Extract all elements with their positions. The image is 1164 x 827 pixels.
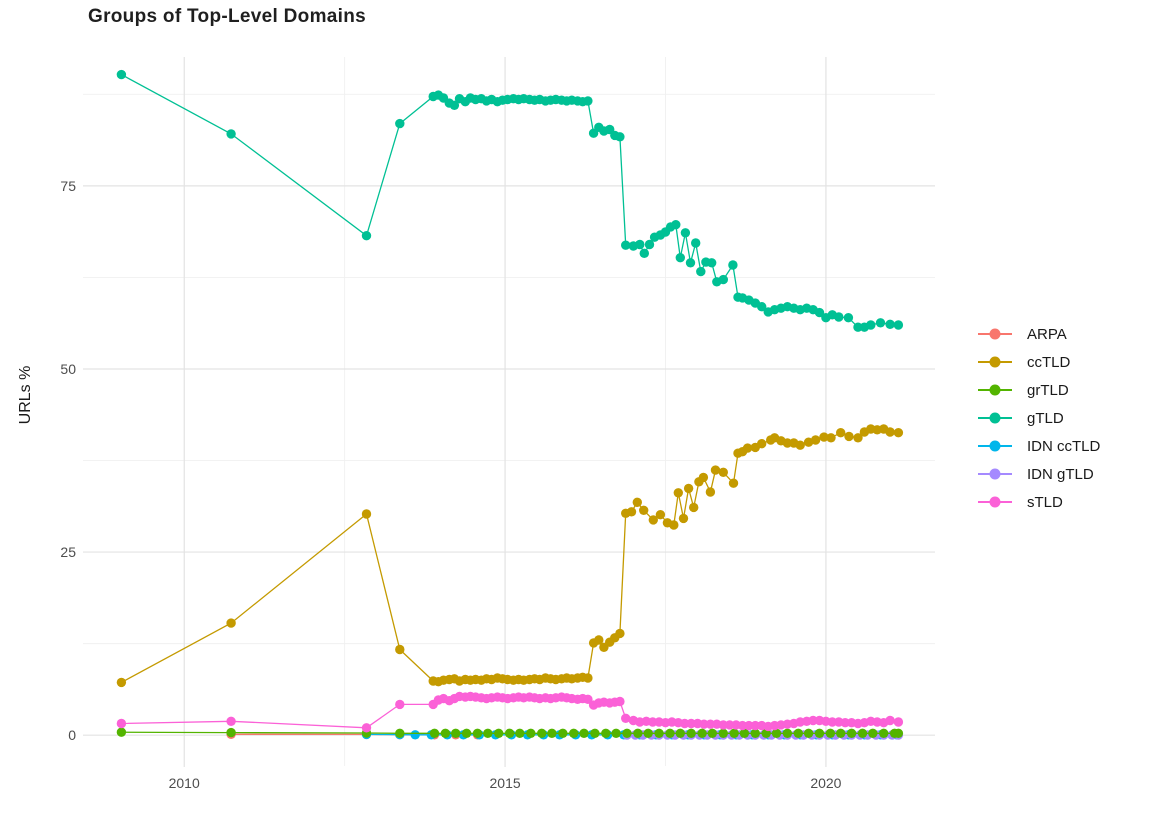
legend: ARPA ccTLD grTLD gTLD IDN ccTLD IDN gTLD sTLD — [978, 320, 1100, 516]
legend-item-stld: sTLD — [978, 488, 1100, 516]
legend-key-icon — [978, 439, 1012, 453]
legend-key-icon — [978, 327, 1012, 341]
series-cctld — [116, 424, 904, 688]
legend-item-idn-cctld: IDN ccTLD — [978, 432, 1100, 460]
y-tick-label: 25 — [60, 544, 76, 561]
y-tick-label: 50 — [60, 361, 76, 377]
x-tick-label: 2020 — [810, 775, 842, 791]
y-tick-label: 0 — [68, 727, 76, 744]
legend-label: ccTLD — [1027, 353, 1071, 371]
legend-item-gtld: gTLD — [978, 404, 1100, 432]
legend-key-icon — [978, 495, 1012, 509]
legend-item-grtld: grTLD — [978, 376, 1100, 404]
series-gtld — [116, 69, 904, 332]
legend-key-icon — [978, 383, 1012, 397]
y-tick-label: 75 — [60, 177, 76, 194]
chart-title: Groups of Top-Level Domains — [88, 6, 366, 27]
legend-label: grTLD — [1027, 381, 1069, 399]
legend-label: ARPA — [1027, 325, 1067, 343]
legend-key-icon — [978, 411, 1012, 425]
series-stld — [116, 691, 904, 733]
legend-item-arpa: ARPA — [978, 320, 1100, 348]
legend-item-cctld: ccTLD — [978, 348, 1100, 376]
legend-item-idn-gtld: IDN gTLD — [978, 460, 1100, 488]
x-tick-label: 2015 — [489, 775, 521, 791]
legend-key-icon — [978, 355, 1012, 369]
legend-label: sTLD — [1027, 493, 1063, 511]
series-grtld — [116, 727, 904, 738]
x-tick-label: 2010 — [168, 775, 200, 791]
legend-key-icon — [978, 467, 1012, 481]
legend-label: IDN ccTLD — [1027, 437, 1101, 455]
legend-label: gTLD — [1027, 409, 1064, 427]
legend-label: IDN gTLD — [1027, 465, 1094, 483]
gridlines — [83, 57, 935, 767]
